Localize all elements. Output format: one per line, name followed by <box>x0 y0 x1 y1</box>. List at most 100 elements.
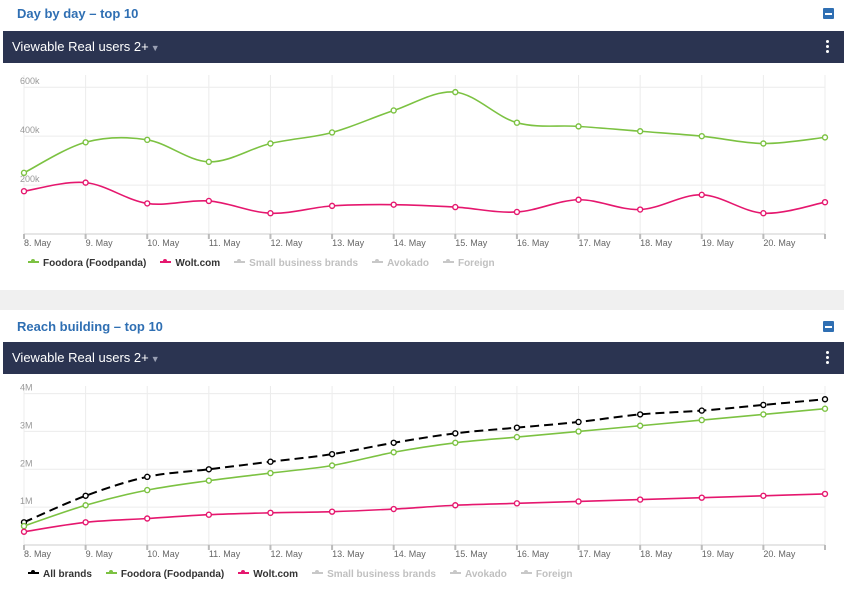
legend-marker-icon <box>450 570 461 574</box>
legend-marker-icon <box>372 259 384 263</box>
data-point <box>144 486 151 494</box>
x-tick-mark <box>454 545 457 550</box>
data-point <box>513 433 521 441</box>
data-point <box>821 396 829 403</box>
x-tick-mark <box>146 545 149 550</box>
data-point <box>205 511 213 518</box>
legend-item[interactable]: All brands <box>28 569 92 580</box>
legend-marker-icon <box>520 570 532 574</box>
metric-label: Viewable Real users 2+ <box>12 39 149 54</box>
data-point <box>20 522 28 530</box>
menu-icon[interactable] <box>826 40 829 55</box>
data-point <box>144 136 151 144</box>
data-point <box>328 129 336 136</box>
legend-label: Wolt.com <box>253 569 299 580</box>
data-point <box>390 107 397 114</box>
data-point <box>390 449 397 456</box>
y-tick-label: 600k <box>20 76 40 86</box>
legend-item[interactable]: Avokado <box>372 258 429 269</box>
data-point <box>698 494 705 501</box>
legend-label: Foodora (Foodpanda) <box>43 258 147 269</box>
data-point <box>328 462 336 469</box>
data-point <box>513 119 521 126</box>
data-point <box>575 428 582 435</box>
legend-item[interactable]: Wolt.com <box>160 258 220 269</box>
data-point <box>698 407 705 414</box>
collapse-icon[interactable] <box>823 321 834 332</box>
legend-label: Foreign <box>535 569 573 580</box>
legend-item[interactable]: Foreign <box>520 569 573 580</box>
data-point <box>267 458 274 465</box>
legend-marker-icon <box>238 570 250 574</box>
data-point <box>390 201 397 208</box>
x-tick-label: 18. May <box>640 549 673 559</box>
x-tick-label: 18. May <box>640 238 673 248</box>
x-tick-label: 13. May <box>332 549 365 559</box>
x-tick-label: 8. May <box>24 549 52 559</box>
x-tick-label: 15. May <box>455 549 488 559</box>
x-tick-mark <box>762 545 765 550</box>
data-point <box>205 466 213 473</box>
caret-down-icon: ▼ <box>150 43 160 53</box>
data-point <box>82 519 89 526</box>
legend-marker-icon <box>234 259 246 263</box>
legend-label: Foreign <box>457 258 495 269</box>
data-point <box>575 498 582 505</box>
data-point <box>20 528 28 535</box>
data-point <box>267 140 274 147</box>
x-tick-label: 20. May <box>763 549 796 559</box>
legend-marker-icon <box>442 259 454 263</box>
data-point <box>390 505 397 513</box>
data-point <box>267 469 274 477</box>
collapse-icon[interactable] <box>823 8 834 19</box>
data-point <box>760 210 767 217</box>
legend-item[interactable]: Foreign <box>442 258 495 269</box>
series-line <box>23 181 826 215</box>
data-point <box>636 496 644 503</box>
x-tick-mark <box>577 545 580 550</box>
legend-marker-icon <box>28 259 39 263</box>
series-line <box>23 91 826 174</box>
y-tick-label: 4M <box>20 383 33 393</box>
legend-item[interactable]: Foodora (Foodpanda) <box>28 258 146 269</box>
x-tick-label: 17. May <box>579 238 612 248</box>
legend-item[interactable]: Small business brands <box>234 258 358 269</box>
x-tick-label: 11. May <box>209 238 241 248</box>
x-tick-mark <box>331 234 334 239</box>
data-point <box>698 132 705 140</box>
series-line <box>23 407 826 527</box>
x-tick-mark <box>515 234 518 239</box>
data-point <box>760 401 767 409</box>
data-point <box>205 477 213 484</box>
legend-marker-icon <box>105 570 117 574</box>
x-tick-mark <box>577 234 580 239</box>
legend-label: Foodora (Foodpanda) <box>120 569 225 580</box>
menu-icon[interactable] <box>826 351 829 366</box>
legend-label: Avokado <box>465 569 507 580</box>
y-tick-label: 200k <box>20 174 40 184</box>
data-point <box>205 158 213 166</box>
x-tick-label: 11. May <box>209 549 241 559</box>
day-by-day-chart: 200k 400k 600k 8. May 9. May 10. May 11. May 12… <box>20 75 829 248</box>
chart-legend: Foodora (Foodpanda) Wolt.com Small busines… <box>28 258 509 269</box>
legend-label: Small business brands <box>327 569 436 580</box>
data-point <box>636 411 644 418</box>
legend-item[interactable]: Avokado <box>450 569 507 580</box>
legend-label: Small business brands <box>249 258 359 269</box>
metric-selector[interactable]: Viewable Real users 2+ ▼ <box>12 350 160 365</box>
metric-selector[interactable]: Viewable Real users 2+ ▼ <box>12 39 160 54</box>
x-tick-mark <box>23 545 25 550</box>
legend-item[interactable]: Wolt.com <box>238 569 298 580</box>
data-point <box>390 439 397 446</box>
data-point <box>513 208 521 216</box>
x-tick-label: 17. May <box>579 549 612 559</box>
legend-item[interactable]: Foodora (Foodpanda) <box>105 569 225 580</box>
x-tick-mark <box>269 234 272 239</box>
data-point <box>267 509 274 517</box>
series-line <box>23 493 826 533</box>
legend-item[interactable]: Small business brands <box>312 569 436 580</box>
data-point <box>513 500 521 507</box>
data-point <box>328 202 336 210</box>
data-point <box>452 430 459 437</box>
legend-label: All brands <box>43 569 92 580</box>
